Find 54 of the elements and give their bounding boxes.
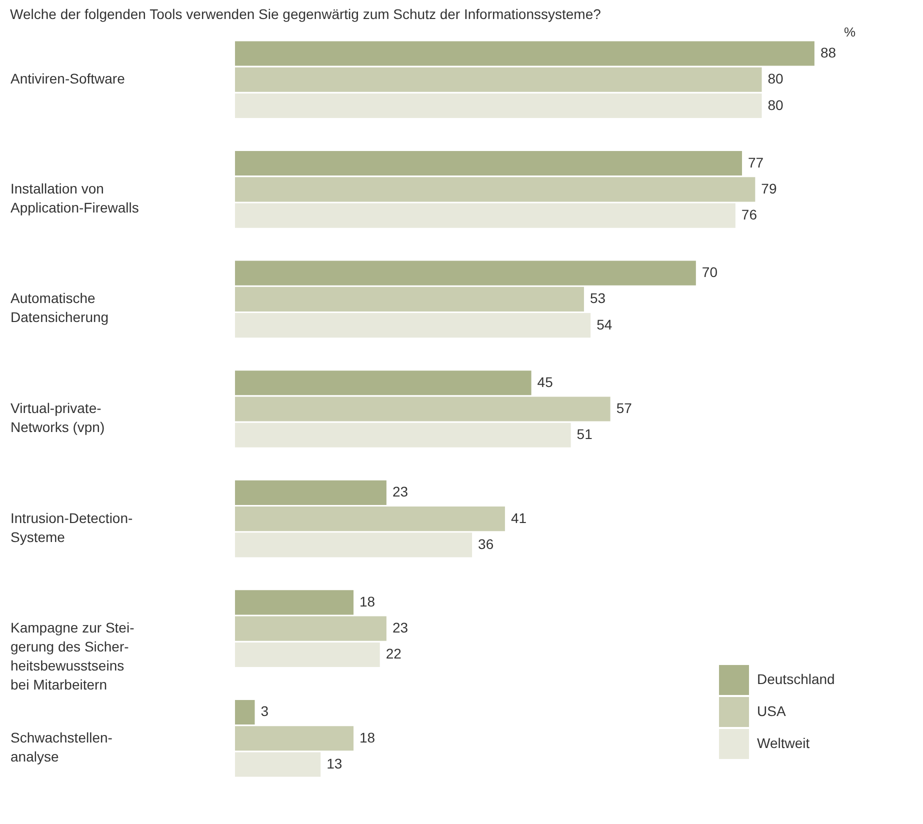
bar	[235, 700, 255, 725]
data-label: 3	[260, 703, 269, 720]
data-label: 57	[616, 400, 632, 416]
bar	[235, 67, 762, 92]
bar	[235, 642, 380, 668]
data-label: 36	[478, 536, 494, 552]
y-tick-label: Automatische Datensicherung	[10, 290, 109, 326]
data-label: 22	[386, 646, 402, 662]
data-label: 80	[768, 70, 784, 87]
bar	[235, 260, 696, 286]
data-label: 23	[392, 484, 408, 500]
data-label: 23	[392, 620, 408, 636]
bar	[235, 616, 386, 641]
bar	[235, 203, 736, 228]
x-axis-title: %	[844, 24, 856, 40]
bar	[235, 286, 584, 312]
y-tick-label: Schwachstellen- analyse	[10, 729, 113, 764]
legend-label: Deutschland	[757, 671, 835, 687]
bar	[235, 506, 505, 532]
data-label: 51	[576, 426, 593, 442]
bar	[235, 590, 354, 615]
y-tick-label: Installation von Application-Firewalls	[10, 180, 139, 216]
data-label: 18	[360, 593, 376, 610]
y-tick-label: Virtual-private- Networks (vpn)	[10, 400, 105, 435]
y-tick-label: Intrusion-Detection- Systeme	[10, 510, 134, 545]
legend-label: Weltweit	[757, 735, 810, 751]
bar	[235, 726, 354, 751]
bar	[235, 480, 386, 505]
data-label: 13	[326, 756, 342, 772]
data-label: 79	[761, 180, 777, 196]
bar	[235, 370, 532, 396]
y-tick-label: Kampagne zur Stei- gerung des Sicher- heitsbewusstseins bei Mitarbeitern	[10, 620, 135, 693]
bar	[235, 532, 472, 558]
bar	[235, 41, 814, 66]
bar	[235, 422, 571, 448]
data-label: 53	[590, 290, 606, 306]
data-label: 18	[360, 729, 376, 746]
data-label: 41	[510, 510, 527, 526]
legend-label: USA	[757, 703, 786, 719]
data-label: 45	[537, 374, 554, 390]
chart-title: Welche der folgenden Tools verwenden Sie gegenwärtig zum Schutz der Informationssysteme?	[10, 6, 602, 22]
bar	[235, 150, 742, 176]
data-label: 77	[748, 154, 764, 170]
data-label: 76	[741, 206, 758, 223]
bar	[235, 752, 321, 777]
bar	[235, 93, 762, 118]
bar	[235, 313, 591, 338]
data-label: 88	[820, 44, 836, 60]
bar	[235, 177, 756, 202]
data-label: 70	[702, 264, 718, 280]
data-label: 80	[768, 96, 784, 113]
data-label: 54	[596, 316, 612, 332]
y-tick-label: Antiviren-Software	[10, 70, 126, 87]
bar	[235, 396, 610, 422]
